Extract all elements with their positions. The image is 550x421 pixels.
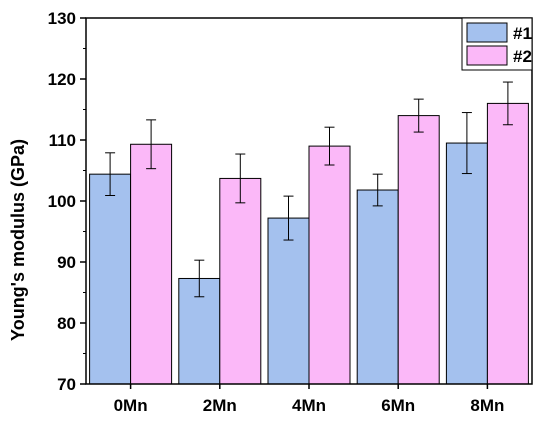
bar-8Mn-series2: [486, 102, 529, 385]
error-bar-8Mn-series2: [502, 81, 513, 126]
y-tick-label-70: 70: [57, 375, 76, 394]
legend-label-series2: #2: [513, 47, 532, 66]
y-axis-title: Young's modulus (GPa): [8, 139, 28, 341]
error-bar-4Mn-series1: [283, 195, 294, 241]
error-bar-0Mn-series2: [146, 119, 157, 170]
error-bar-6Mn-series2: [413, 98, 424, 133]
legend: #1#2: [461, 17, 533, 71]
x-tick-label-8Mn: 8Mn: [470, 396, 504, 415]
legend-swatch-series1: [466, 22, 508, 43]
error-bar-0Mn-series1: [105, 152, 116, 197]
bar-4Mn-series1: [267, 217, 310, 385]
bar-6Mn-series2: [397, 115, 440, 385]
bar-6Mn-series1: [356, 189, 399, 385]
axes-layer: 0Mn 2Mn 4Mn 6Mn 8Mn 70 80 90 100 110 120 130: [48, 9, 533, 415]
bar-4Mn-series2: [308, 145, 351, 385]
error-bars-layer: [105, 81, 513, 298]
bar-2Mn-series2: [219, 177, 262, 385]
bar-8Mn-series1: [445, 142, 488, 385]
y-tick-label-100: 100: [48, 192, 76, 211]
x-tick-label-0Mn: 0Mn: [114, 396, 148, 415]
x-tick-label-6Mn: 6Mn: [381, 396, 415, 415]
bar-0Mn-series2: [130, 143, 173, 385]
legend-label-series1: #1: [513, 24, 532, 43]
error-bar-2Mn-series1: [194, 259, 205, 298]
legend-swatch-series2: [466, 45, 508, 66]
x-tick-label-4Mn: 4Mn: [292, 396, 326, 415]
bars-layer: [89, 102, 529, 385]
y-tick-label-110: 110: [49, 131, 76, 150]
x-tick-label-2Mn: 2Mn: [203, 396, 237, 415]
error-bar-4Mn-series2: [324, 126, 335, 166]
bar-0Mn-series1: [89, 173, 132, 385]
y-tick-label-80: 80: [57, 314, 76, 333]
error-bar-8Mn-series1: [461, 112, 472, 175]
y-tick-label-120: 120: [48, 70, 76, 89]
y-tick-label-130: 130: [48, 9, 76, 28]
error-bar-2Mn-series2: [235, 153, 246, 204]
y-tick-label-90: 90: [57, 253, 76, 272]
error-bar-6Mn-series1: [372, 173, 383, 207]
